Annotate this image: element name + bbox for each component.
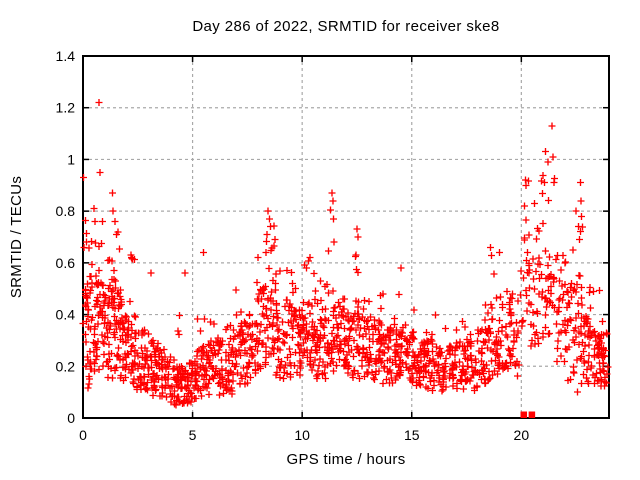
zero-value-square-marker <box>520 411 528 418</box>
tick-labels: 0 5 10 15 20 0 0.2 0.4 0.6 0.8 1 1.2 1.4 <box>56 48 530 443</box>
chart-title: Day 286 of 2022, SRMTID for receiver ske… <box>192 18 499 35</box>
zero-value-square-marker <box>528 411 536 418</box>
x-tick-label: 5 <box>189 427 197 443</box>
x-tick-label: 20 <box>514 427 530 443</box>
data-points <box>79 99 612 409</box>
y-axis-label: SRMTID / TECUs <box>8 176 25 298</box>
y-tick-label: 1.4 <box>56 48 76 64</box>
y-tick-label: 0 <box>67 410 75 426</box>
y-tick-label: 0.8 <box>56 203 76 219</box>
y-tick-label: 1.2 <box>56 100 76 116</box>
y-tick-label: 0.6 <box>56 255 76 271</box>
x-tick-label: 15 <box>404 427 420 443</box>
x-tick-label: 0 <box>79 427 87 443</box>
y-tick-label: 0.2 <box>56 358 76 374</box>
data-point-layer <box>79 99 612 418</box>
plot-border <box>82 55 610 419</box>
y-tick-label: 1 <box>67 151 75 167</box>
grid-lines <box>83 56 609 418</box>
x-tick-label: 10 <box>294 427 310 443</box>
y-tick-label: 0.4 <box>56 307 76 323</box>
x-axis-label: GPS time / hours <box>286 451 405 468</box>
